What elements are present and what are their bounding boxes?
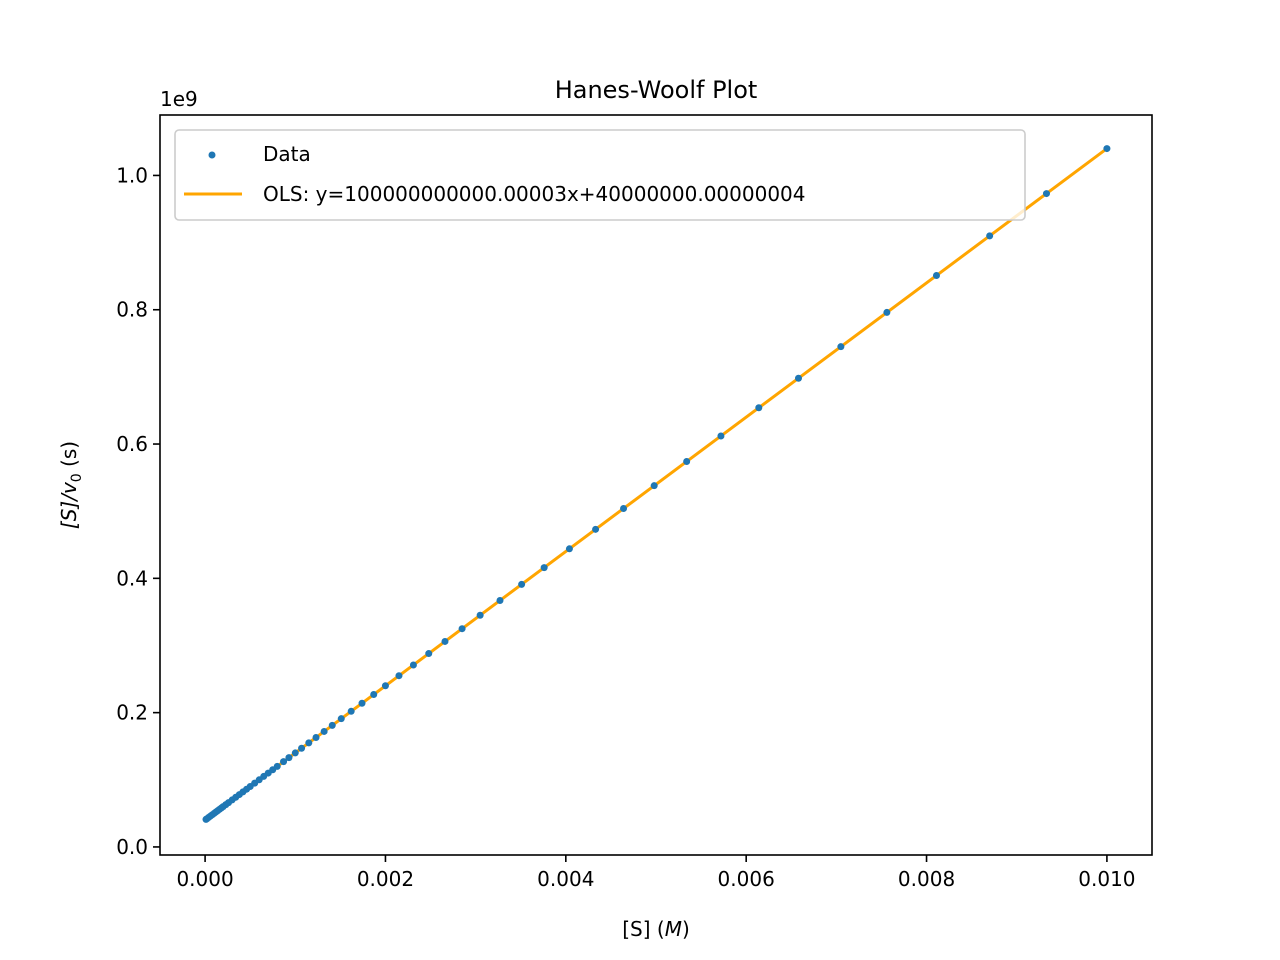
y-axis-label-main: [S]/v [57,481,81,529]
data-point [540,564,548,572]
legend-box [174,129,1026,221]
y-axis-label-suffix: (s) [57,441,81,473]
data-point [285,754,293,762]
data-point [291,749,299,757]
data-point [273,762,281,770]
data-point [305,739,313,747]
y-offset-label: 1e9 [160,87,198,111]
legend-label-data: Data [263,142,311,166]
x-axis-label-prefix: [S] ( [622,917,664,941]
y-axis: 0.0 0.2 0.4 0.6 0.8 1.0 [116,163,160,859]
data-point [298,744,306,752]
y-tick-label: 0.2 [116,701,148,725]
data-point [592,525,600,533]
x-tick-label: 0.000 [176,867,233,891]
data-point [755,404,763,412]
plot-frame [159,114,1153,856]
data-point [518,580,526,588]
y-tick-label: 1.0 [116,163,148,187]
data-point [370,691,378,699]
x-tick-label: 0.010 [1078,867,1135,891]
data-point [565,545,573,553]
data-point [717,432,725,440]
legend: Data OLS: y=100000000000.00003x+40000000… [174,129,1026,221]
data-point [683,457,691,465]
y-tick-label: 0.8 [116,298,148,322]
x-axis: 0.000 0.002 0.004 0.006 0.008 0.010 [176,855,1136,891]
y-axis-label: [S]/v0 (s) [57,441,85,529]
data-point [312,733,320,741]
data-point [328,721,336,729]
data-point [496,596,504,604]
data-point [441,637,449,645]
data-point [381,682,389,690]
data-point [837,343,845,351]
legend-marker-data [208,151,216,159]
data-points [202,145,1111,823]
y-tick-label: 0.0 [116,835,148,859]
x-tick-label: 0.006 [718,867,775,891]
chart-title: Hanes-Woolf Plot [555,76,758,104]
y-tick-label: 0.4 [116,566,148,590]
data-point [932,271,940,279]
y-tick-label: 0.6 [116,432,148,456]
data-point [1042,190,1050,198]
data-point [794,374,802,382]
x-tick-label: 0.002 [357,867,414,891]
data-point [347,707,355,715]
data-point [280,758,288,766]
data-point [620,505,628,513]
legend-label-ols: OLS: y=100000000000.00003x+40000000.0000… [263,182,806,206]
data-point [650,482,658,490]
data-point [1103,145,1111,153]
data-point [883,308,891,316]
data-point [986,232,994,240]
plot-area [202,145,1111,823]
x-tick-label: 0.004 [537,867,594,891]
data-point [425,650,433,658]
data-point [458,625,466,633]
data-point [476,611,484,619]
data-point [358,699,366,707]
x-tick-label: 0.008 [898,867,955,891]
data-point [395,672,403,680]
y-axis-label-sub: 0 [69,473,85,482]
x-axis-label-var: M [665,917,682,941]
data-point [409,661,417,669]
data-point [337,715,345,723]
data-point [320,727,328,735]
x-axis-label: [S] (M) [622,917,690,941]
x-axis-label-suffix: ) [682,917,690,941]
